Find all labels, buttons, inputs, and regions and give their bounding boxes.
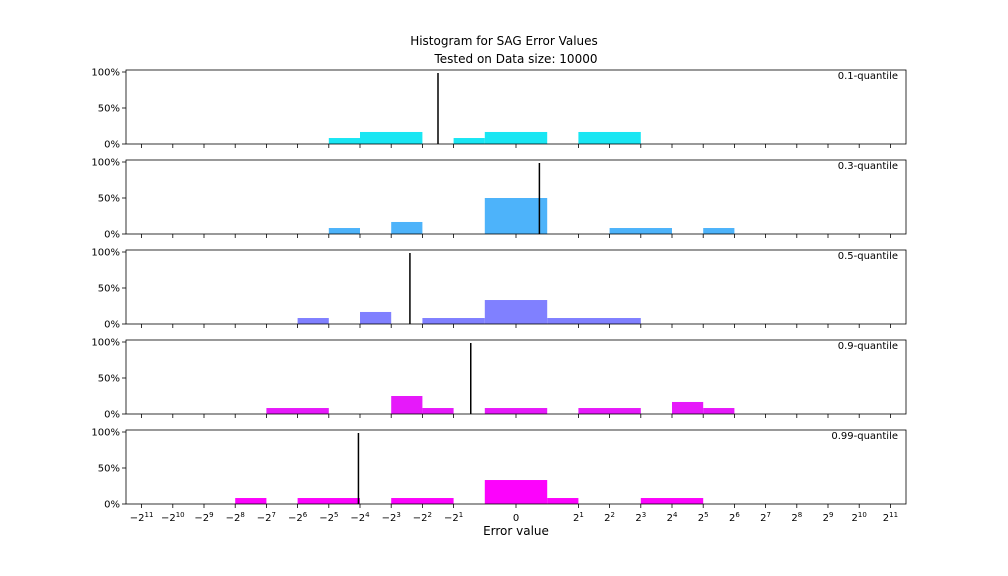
panel-quantile-label: 0.9-quantile (838, 341, 898, 352)
x-tick-label: 210 (852, 511, 867, 524)
x-tick-label: −28 (226, 511, 245, 524)
histogram-bar (640, 498, 704, 504)
y-tick-label: 0% (104, 230, 120, 241)
x-tick-label: 27 (760, 511, 771, 524)
x-tick-label: −26 (288, 511, 308, 524)
histogram-bar (360, 131, 423, 144)
y-tick-label: 0% (104, 500, 120, 511)
x-tick-label: 25 (698, 511, 709, 524)
x-tick-label: −29 (194, 511, 213, 524)
histogram-bar (547, 498, 579, 504)
x-tick-label: −22 (413, 511, 432, 524)
panel-3: 0% 50% 100% 0.9-quantile (91, 338, 907, 421)
panel-quantile-label: 0.99-quantile (831, 431, 898, 442)
y-tick-label: 50% (98, 464, 120, 475)
panel-4: 0% 50% 100% 0.99-quantile (91, 428, 907, 511)
x-tick-label: 26 (729, 511, 740, 524)
y-tick-label: 0% (104, 140, 120, 151)
x-tick-label: 29 (823, 511, 834, 524)
x-tick-label: 0 (513, 513, 519, 524)
x-tick-label: 22 (604, 511, 615, 524)
x-tick-label: −21 (444, 511, 463, 524)
x-tick-label: 23 (635, 511, 646, 524)
x-tick-label: 28 (791, 511, 802, 524)
x-tick-label: −25 (319, 511, 338, 524)
histogram-bar (703, 408, 735, 414)
histogram-bar (297, 498, 360, 504)
histogram-bar (578, 131, 641, 144)
histogram-bar (578, 408, 641, 414)
y-tick-label: 100% (91, 248, 120, 259)
histogram-bar (328, 228, 360, 234)
histogram-bar (484, 480, 548, 504)
histogram-bar (453, 138, 485, 144)
y-tick-label: 100% (91, 338, 120, 349)
y-tick-label: 50% (98, 284, 120, 295)
chart-title: Histogram for SAG Error Values (410, 34, 598, 48)
y-tick-label: 50% (98, 104, 120, 115)
panel-quantile-label: 0.3-quantile (838, 161, 898, 172)
panel-2: 0% 50% 100% 0.5-quantile (91, 248, 907, 331)
x-tick-label: −24 (350, 511, 370, 524)
x-tick-label: −23 (382, 511, 401, 524)
histogram-bar (391, 221, 423, 234)
histogram-bar (422, 408, 454, 414)
histogram-bar (235, 498, 267, 504)
histogram-bar (266, 408, 329, 414)
x-axis: −211 −210 −29 −28 −27 −26 −25 −24 −23 −22 −21 0 21 22… (130, 511, 898, 524)
histogram-bar (609, 228, 672, 234)
y-tick-label: 0% (104, 320, 120, 331)
x-tick-label: 24 (667, 511, 678, 524)
histogram-bar (422, 318, 485, 324)
panels-group: 0% 50% 100% 0.1-quantile 0% 50% 100% 0.3-quanti… (91, 68, 907, 511)
y-tick-label: 100% (91, 428, 120, 439)
y-tick-label: 50% (98, 374, 120, 385)
histogram-bar (547, 318, 641, 324)
panel-quantile-label: 0.5-quantile (838, 251, 898, 262)
histogram-bar (703, 228, 735, 234)
y-tick-label: 0% (104, 410, 120, 421)
histogram-bar (391, 396, 423, 414)
histogram-bar (672, 401, 704, 414)
panel-0: 0% 50% 100% 0.1-quantile (91, 68, 907, 151)
x-tick-label: 211 (883, 511, 898, 524)
x-axis-label: Error value (483, 524, 549, 538)
y-tick-label: 50% (98, 194, 120, 205)
panel-1: 0% 50% 100% 0.3-quantile (91, 158, 907, 241)
histogram-bar (297, 318, 329, 324)
x-tick-label: −211 (130, 511, 154, 524)
panel-frame (125, 339, 907, 415)
panel-quantile-label: 0.1-quantile (838, 71, 898, 82)
x-tick-label: −210 (161, 511, 185, 524)
histogram-bar (484, 198, 548, 234)
x-tick-label: 21 (573, 511, 584, 524)
histogram-bar (360, 311, 392, 324)
histogram-bar (484, 300, 548, 324)
histogram-bar (484, 408, 548, 414)
histogram-bar (391, 498, 454, 504)
x-tick-label: −27 (257, 511, 276, 524)
y-tick-label: 100% (91, 158, 120, 169)
y-tick-label: 100% (91, 68, 120, 79)
histogram-bar (328, 138, 360, 144)
histogram-bar (484, 131, 548, 144)
chart-subtitle: Tested on Data size: 10000 (434, 52, 598, 66)
